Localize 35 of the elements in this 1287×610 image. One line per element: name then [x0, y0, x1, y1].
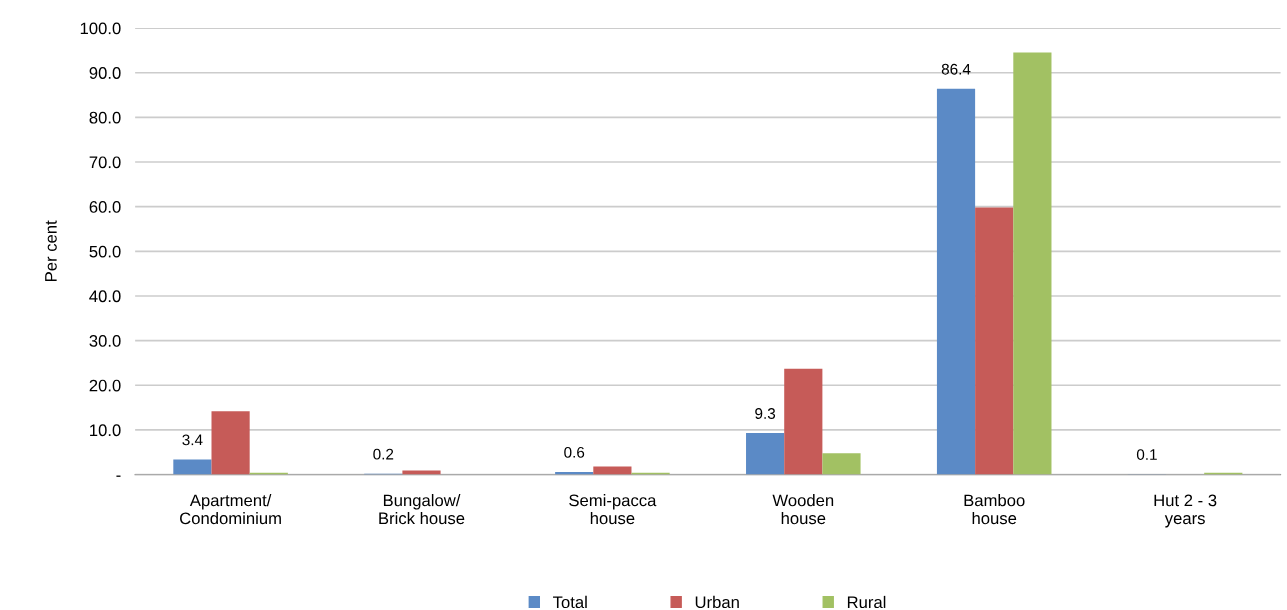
bar: [822, 453, 861, 475]
bar: [784, 368, 823, 475]
data-label: 0.2: [373, 448, 394, 460]
bar: [211, 411, 250, 475]
y-tick-label: -: [116, 475, 121, 477]
y-tick-label: 100.0: [80, 22, 121, 35]
data-label: 0.1: [1136, 449, 1157, 460]
data-label: 86.4: [941, 63, 971, 75]
data-label: 9.3: [755, 408, 776, 419]
bar: [746, 433, 785, 475]
legend-label: Rural: [847, 595, 886, 609]
bar: [173, 459, 212, 475]
y-tick-label: 30.0: [89, 335, 121, 347]
x-tick-label: Hut 2 - 3 years: [1154, 494, 1217, 528]
bar: [1013, 52, 1052, 475]
x-tick-label: Apartment/ Condominium: [180, 494, 281, 525]
y-tick-label: 40.0: [89, 290, 121, 303]
y-tick-label: 10.0: [90, 424, 121, 437]
bar: [936, 88, 976, 475]
legend-label: Urban: [695, 595, 739, 609]
x-tick-label: Bungalow/ Brick house: [379, 494, 465, 525]
y-tick-label: 70.0: [89, 156, 121, 169]
x-tick-label: Wooden house: [772, 494, 834, 525]
x-tick-label: Bamboo house: [964, 494, 1025, 525]
y-tick-label: 60.0: [89, 201, 121, 213]
y-tick-label: 20.0: [89, 379, 121, 392]
x-tick-label: Semi-pacca house: [569, 494, 657, 525]
legend-label: Total: [553, 595, 587, 609]
data-label: 3.4: [182, 434, 203, 446]
y-tick-label: 50.0: [89, 245, 121, 258]
y-axis-title: Per cent: [45, 220, 57, 281]
y-tick-label: 80.0: [89, 111, 121, 124]
data-label: 0.6: [564, 446, 585, 458]
y-tick-label: 90.0: [89, 67, 121, 79]
bar: [975, 207, 1014, 475]
